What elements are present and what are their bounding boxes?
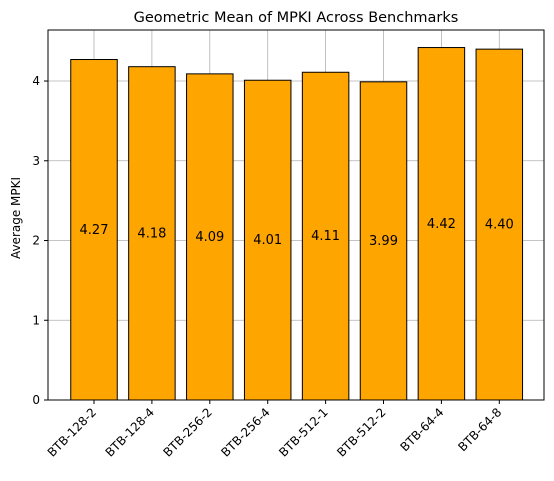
bar-btb-64-4 <box>417 47 466 401</box>
y-tick-label: 4 <box>32 74 40 88</box>
bar-btb-256-2 <box>186 73 234 401</box>
x-tick-label: BTB-64-8 <box>455 405 504 454</box>
x-tick-label: BTB-512-1 <box>276 405 330 459</box>
y-tick-label: 3 <box>32 154 40 168</box>
y-tick-label: 2 <box>32 234 40 248</box>
x-tick-label: BTB-512-2 <box>334 405 388 459</box>
bar-value-label: 4.09 <box>195 230 224 245</box>
y-axis-ticks: 0 1 2 3 4 <box>32 74 48 407</box>
x-tick-label: BTB-256-2 <box>160 405 214 459</box>
bar-value-label: 4.01 <box>253 233 282 248</box>
x-tick-label: BTB-64-4 <box>397 405 446 454</box>
x-tick-label: BTB-128-4 <box>103 405 157 459</box>
bar-btb-128-2 <box>70 59 118 401</box>
x-axis-ticks: BTB-128-2 BTB-128-4 BTB-256-2 BTB-256-4 BTB-… <box>45 400 504 460</box>
y-tick-label: 1 <box>32 313 40 327</box>
plot-frame <box>47 29 545 401</box>
bar-value-labels: 4.27 4.18 4.09 4.01 4.11 3.99 4.42 4.40 <box>80 217 514 249</box>
chart-title: Geometric Mean of MPKI Across Benchmarks <box>134 10 459 26</box>
bar-value-label: 4.18 <box>137 226 166 241</box>
bar-value-label: 4.11 <box>311 229 340 244</box>
bar-btb-128-4 <box>128 66 176 401</box>
bar-value-label: 3.99 <box>369 234 398 249</box>
grid-lines <box>48 30 544 401</box>
x-tick-label: BTB-256-4 <box>218 405 272 459</box>
bar-btb-64-8 <box>475 48 524 401</box>
bar-btb-512-1 <box>301 71 350 401</box>
bar-value-label: 4.40 <box>485 218 514 233</box>
x-tick-label: BTB-128-2 <box>45 405 99 459</box>
bar-value-label: 4.42 <box>427 217 456 232</box>
y-axis-label: Average MPKI <box>9 177 23 259</box>
bars <box>70 47 524 401</box>
bar-value-label: 4.27 <box>80 223 109 238</box>
y-tick-label: 0 <box>32 393 40 407</box>
